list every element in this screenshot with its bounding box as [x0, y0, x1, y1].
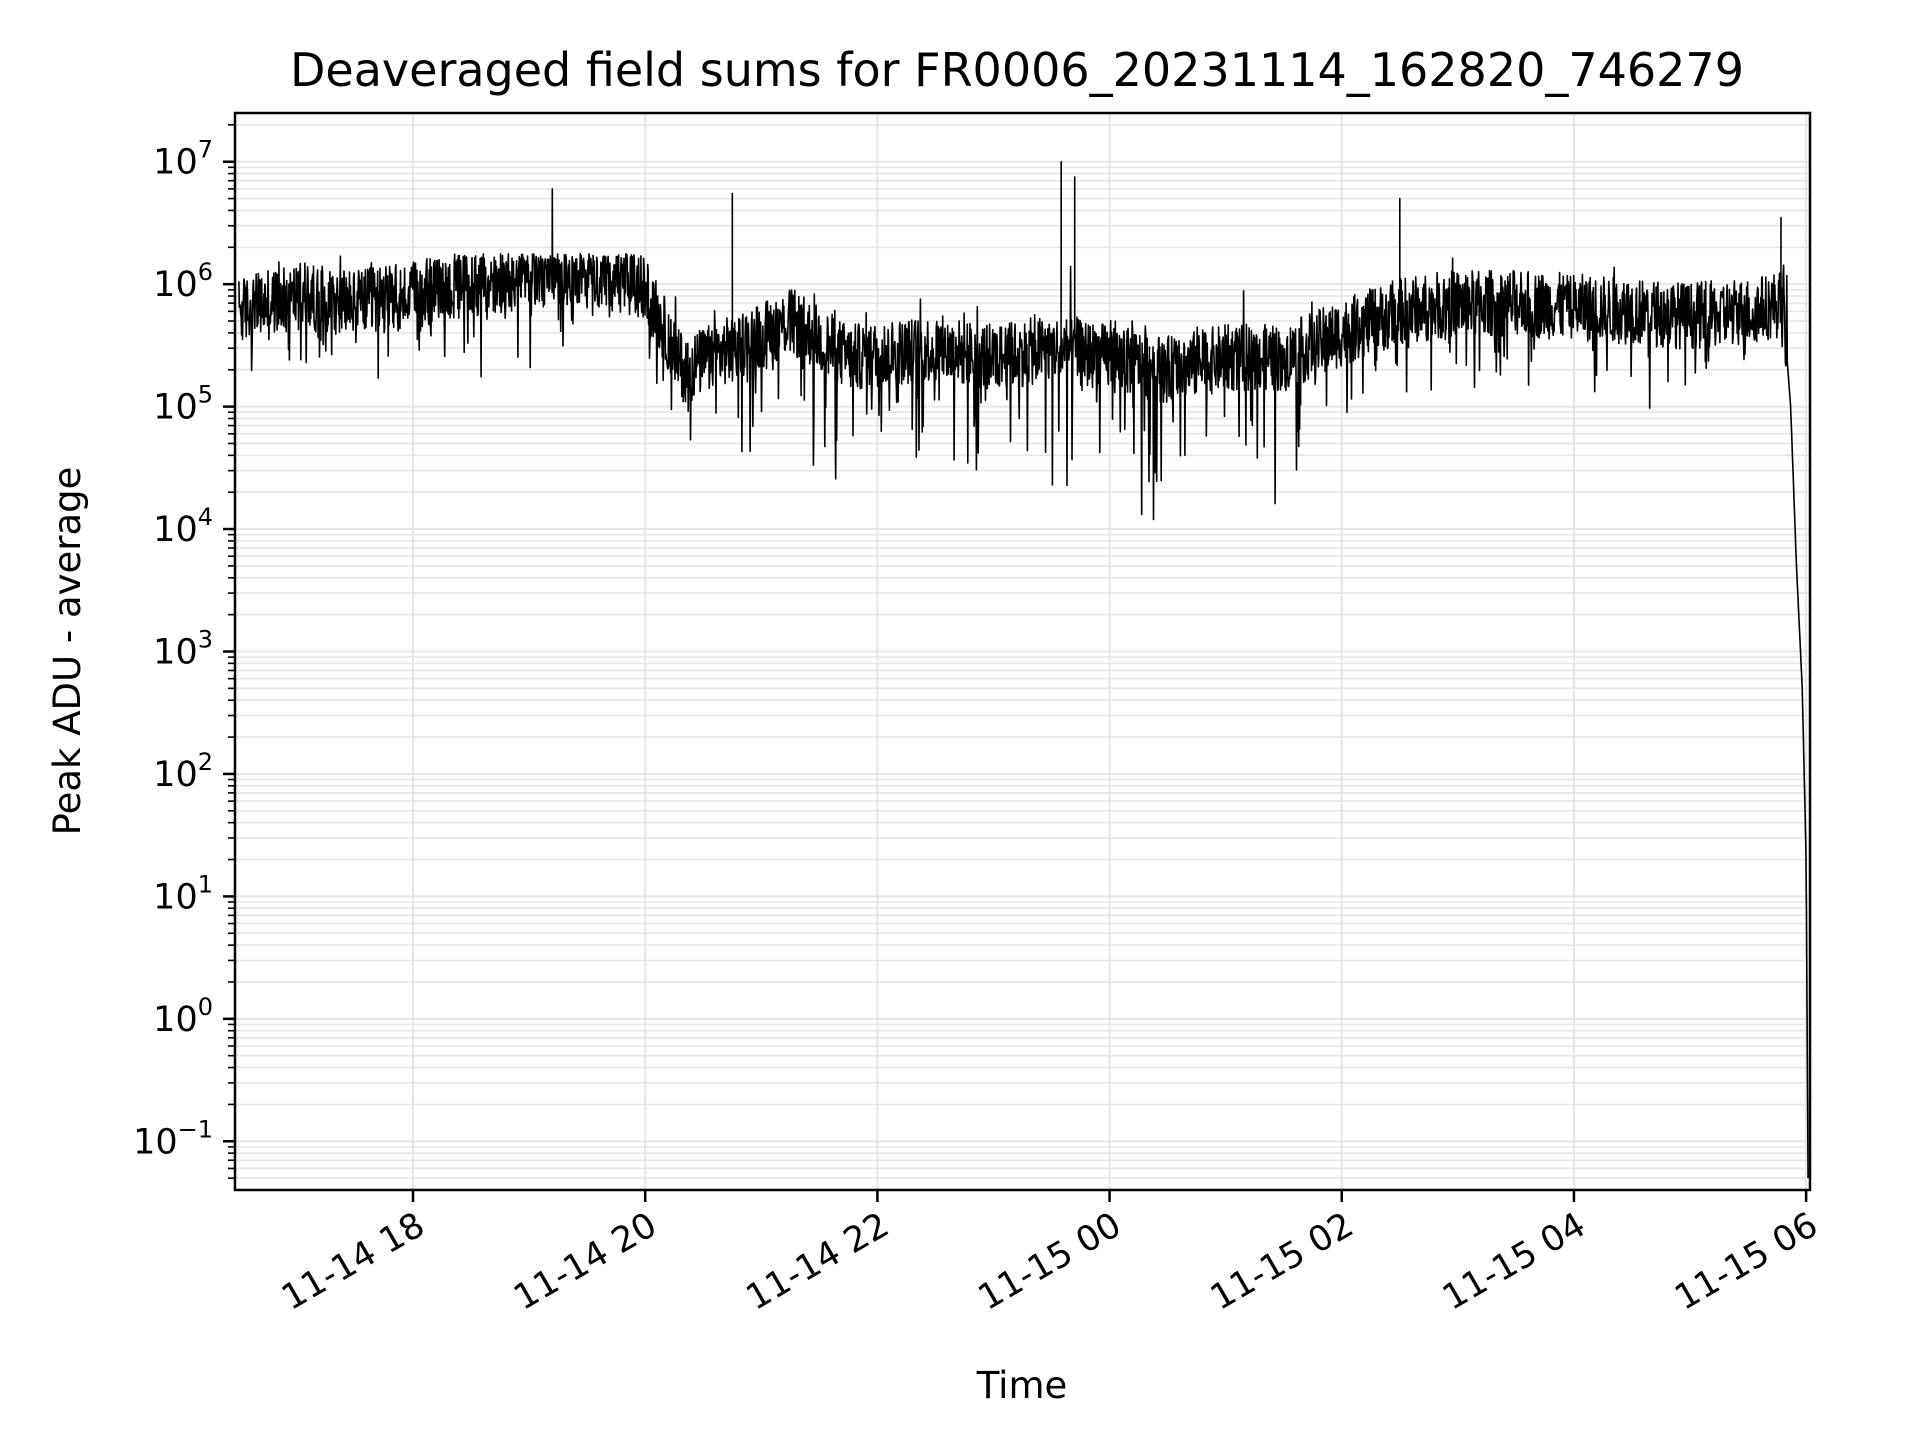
chart-title: Deaveraged field sums for FR0006_2023111…	[290, 43, 1744, 97]
x-tick-label: 11-14 18	[275, 1205, 431, 1318]
y-tick-label: 102	[153, 748, 213, 795]
x-tick-label: 11-15 04	[1436, 1205, 1592, 1318]
x-tick-label: 11-14 22	[740, 1205, 896, 1318]
y-tick-label: 107	[153, 136, 213, 183]
x-tick-label: 11-15 06	[1668, 1205, 1824, 1318]
x-tick-label: 11-15 00	[972, 1205, 1128, 1318]
plot-frame	[233, 111, 1812, 1192]
x-tick-label: 11-14 20	[507, 1205, 663, 1318]
series-group	[238, 160, 1809, 1179]
y-tick-label: 100	[153, 993, 213, 1040]
y-axis-label: Peak ADU - average	[46, 467, 89, 836]
y-tick-label: 104	[153, 503, 213, 550]
x-axis-label: Time	[976, 1364, 1068, 1407]
y-tick-label: 101	[153, 870, 213, 917]
y-tick-label: 103	[153, 626, 213, 673]
x-tick-label: 11-15 02	[1204, 1205, 1360, 1318]
series-line	[238, 160, 1809, 1179]
y-tick-label: 106	[153, 258, 213, 305]
y-tick-label: 10−1	[133, 1115, 213, 1162]
y-tick-label: 105	[153, 381, 213, 428]
